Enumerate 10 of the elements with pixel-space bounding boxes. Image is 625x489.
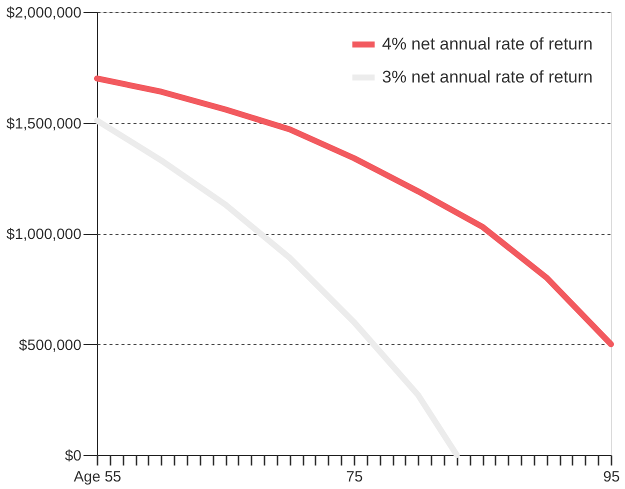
legend-label: 3% net annual rate of return bbox=[382, 68, 593, 86]
y-tick-label: $1,500,000 bbox=[6, 115, 82, 132]
y-tick-label: $1,000,000 bbox=[6, 226, 82, 243]
x-tick-label: 95 bbox=[603, 468, 620, 486]
y-tick-label: $0 bbox=[64, 448, 82, 464]
legend-label: 4% net annual rate of return bbox=[382, 34, 593, 54]
y-tick-label: $2,000,000 bbox=[6, 4, 82, 22]
x-tick-label: 75 bbox=[346, 468, 363, 486]
y-tick-label: $500,000 bbox=[18, 336, 82, 354]
x-tick-label: Age 55 bbox=[74, 468, 122, 486]
